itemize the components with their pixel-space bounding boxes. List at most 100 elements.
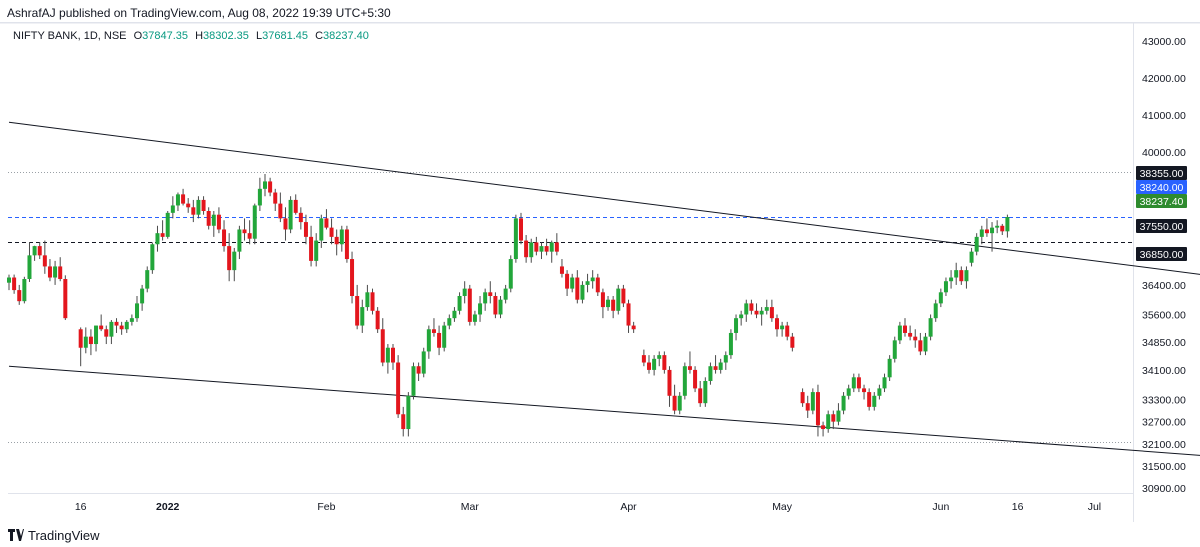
open-label: O (133, 30, 143, 42)
candle (319, 214, 324, 248)
candle (293, 194, 298, 215)
candle-body (744, 303, 749, 315)
candle (759, 307, 764, 326)
candle (426, 325, 431, 359)
candle (841, 392, 846, 415)
candle-body (1000, 225, 1005, 232)
candle-body (867, 392, 872, 407)
candle (288, 196, 293, 234)
candle (826, 410, 831, 433)
candle-body (288, 199, 293, 230)
candle (170, 196, 175, 219)
candle (99, 314, 104, 332)
candle (7, 274, 11, 291)
candle (442, 321, 447, 352)
footer: TradingView (0, 522, 1200, 547)
candle-body (984, 229, 989, 234)
candle-body (769, 307, 774, 319)
trend-line-1[interactable] (8, 365, 1200, 460)
candle-body (524, 240, 529, 258)
candle (780, 321, 785, 337)
horizontal-levels (8, 172, 1133, 443)
trend-lines (8, 121, 1200, 460)
candle (785, 321, 790, 341)
x-tick-label: 16 (1012, 501, 1024, 513)
candle-body (447, 318, 452, 326)
candle (365, 284, 370, 311)
candle-body (805, 403, 810, 411)
trend-line-0[interactable] (8, 121, 1200, 283)
candle-body (559, 266, 564, 274)
candle-body (836, 410, 841, 422)
candle-body (329, 227, 334, 237)
candle (339, 225, 344, 252)
candle-body (590, 277, 595, 282)
candle-body (273, 192, 278, 204)
candle (979, 225, 984, 245)
candle-body (580, 284, 585, 300)
candle (984, 218, 989, 237)
candle (278, 192, 283, 223)
candle (836, 403, 841, 426)
candle (524, 235, 529, 263)
candle (37, 242, 42, 260)
candle (78, 327, 83, 367)
candle (734, 314, 739, 341)
candle-body (872, 395, 877, 407)
candle (303, 214, 308, 245)
candle-body (964, 270, 969, 282)
candle (851, 373, 856, 393)
candle-body (508, 259, 513, 289)
candle-body (749, 303, 754, 311)
candle (329, 218, 334, 245)
y-tick-label: 34850.00 (1142, 337, 1186, 349)
candle-body (974, 236, 979, 252)
candle-body (544, 246, 549, 252)
candle-body (426, 329, 431, 352)
candle-body (350, 259, 355, 296)
candle (104, 325, 109, 345)
price-label-text: 38240.00 (1140, 182, 1184, 194)
candle (447, 314, 452, 330)
candle-body (109, 321, 114, 337)
candle (949, 270, 954, 289)
candle-body (380, 329, 385, 363)
candle-body (478, 303, 483, 315)
y-tick-label: 32700.00 (1142, 417, 1186, 429)
candle-body (375, 310, 380, 330)
candle (114, 318, 119, 333)
candle (165, 211, 170, 239)
candle-body (324, 218, 329, 228)
candle-body (88, 336, 93, 345)
candle (309, 225, 314, 267)
y-tick-label: 30900.00 (1142, 483, 1186, 495)
candle (877, 384, 882, 400)
price-axis: 43000.0042000.0041000.0040000.0038000.00… (1142, 36, 1186, 495)
candle (954, 262, 959, 285)
candle (22, 276, 27, 304)
candle-body (293, 199, 298, 213)
candle (129, 314, 134, 326)
candle (713, 355, 718, 374)
y-tick-label: 35600.00 (1142, 309, 1186, 321)
candle (590, 270, 595, 289)
candle-body (826, 414, 831, 430)
candle-body (421, 351, 426, 374)
candle-body (554, 242, 559, 252)
candle (821, 421, 826, 437)
candle-body (309, 236, 314, 261)
x-tick-label: 2022 (156, 501, 180, 513)
candle (749, 299, 754, 315)
symbol-legend: NIFTY BANK, 1D, NSE O37847.35 H38302.35 … (13, 30, 369, 42)
candle-body (800, 392, 805, 404)
y-tick-label: 43000.00 (1142, 36, 1186, 48)
candle (370, 288, 375, 315)
symbol-name: NIFTY BANK, 1D, NSE (13, 30, 127, 42)
price-label-1: 38240.00 (1136, 180, 1187, 194)
tradingview-logo[interactable]: TradingView (8, 528, 100, 543)
candle-body (406, 395, 411, 430)
candle-body (882, 377, 887, 389)
candlestick-chart[interactable]: 43000.0042000.0041000.0040000.0038000.00… (0, 0, 1200, 522)
candle (892, 336, 897, 363)
candle (216, 207, 221, 234)
